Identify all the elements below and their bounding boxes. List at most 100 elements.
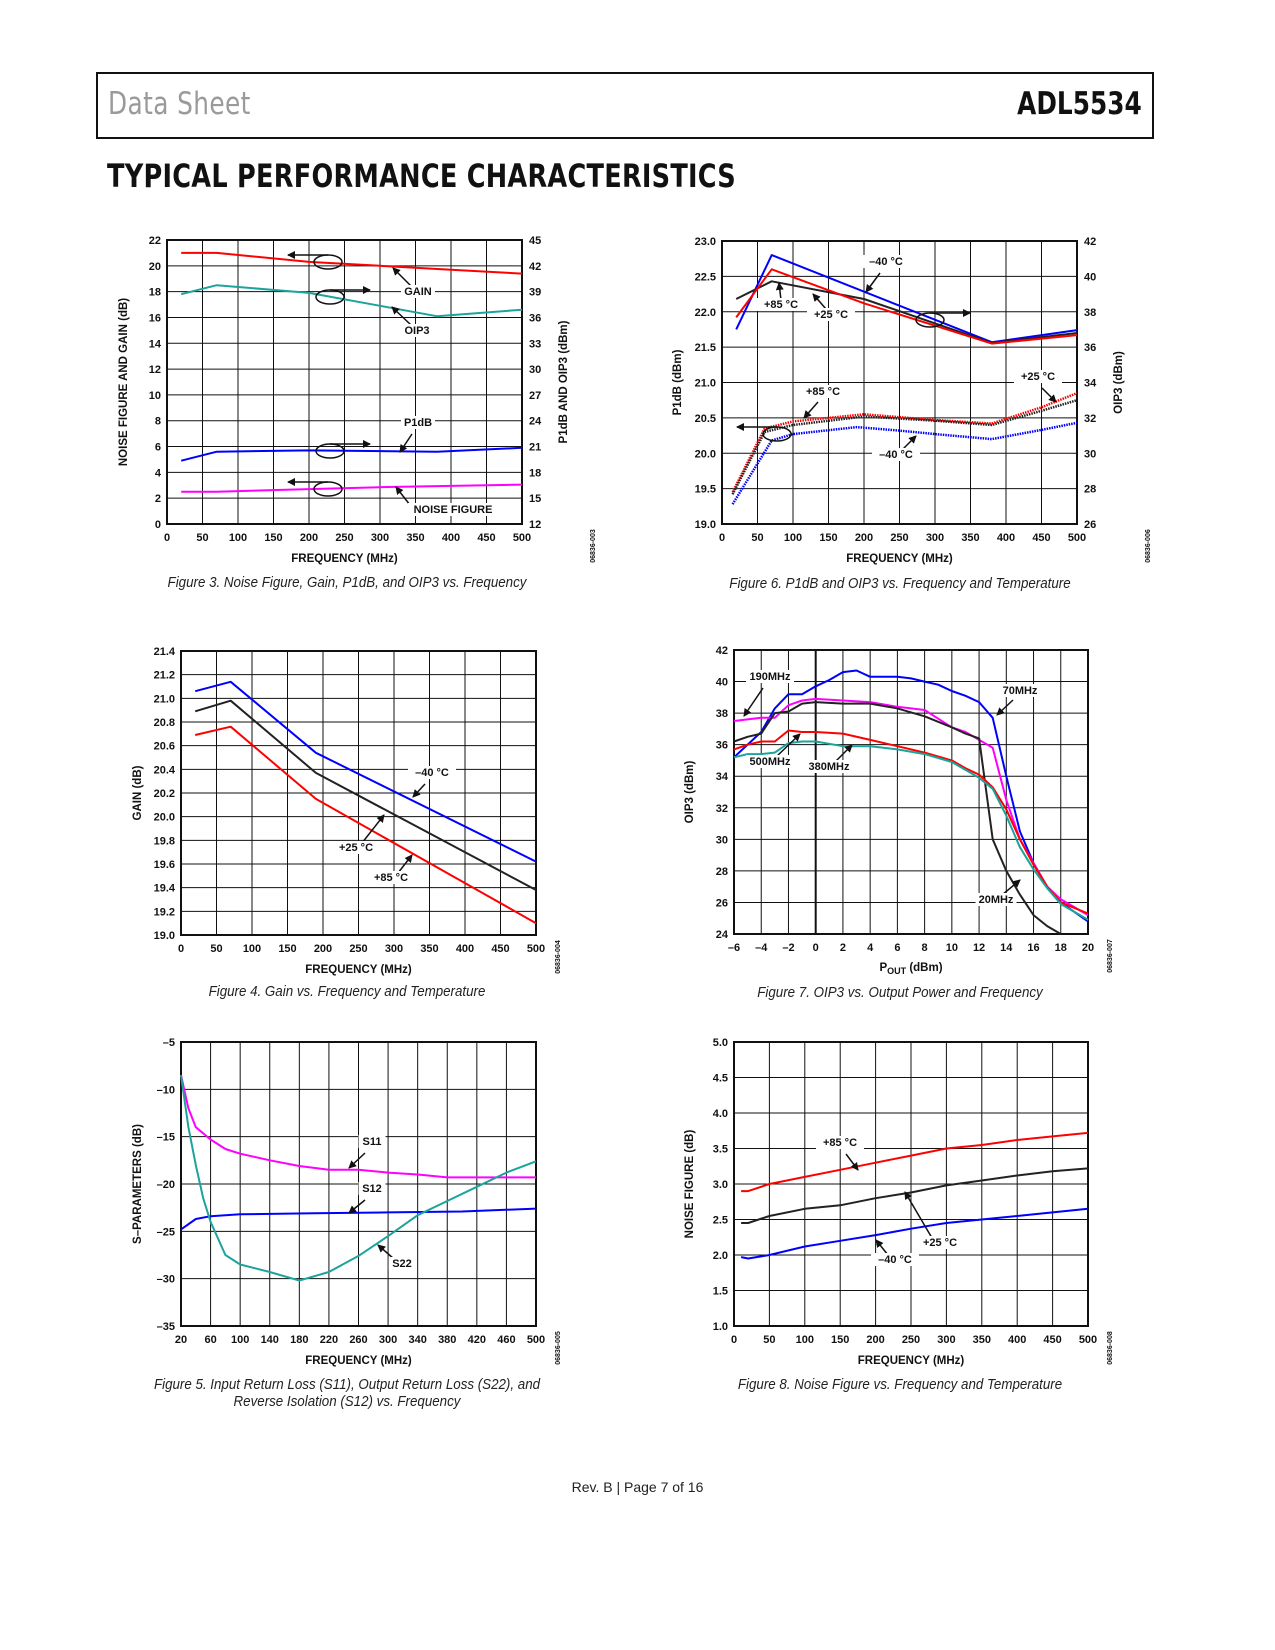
x-tick-label: 300 <box>937 1334 955 1346</box>
annotation-arrow <box>348 1152 366 1169</box>
y-tick-label: 16 <box>149 312 161 324</box>
x-tick-label: 50 <box>763 1334 775 1346</box>
x-tick-label: 200 <box>855 532 873 544</box>
y-tick-label: –10 <box>157 1084 175 1096</box>
x-tick-label: 50 <box>751 532 763 544</box>
y-tick-label: 20.0 <box>154 812 175 824</box>
y-right-tick-label: 36 <box>1084 342 1096 354</box>
series-line-380mhz <box>733 740 1089 921</box>
x-tick-label: 450 <box>1032 532 1050 544</box>
annotation-background <box>332 841 380 854</box>
x-tick-label: 100 <box>229 532 247 544</box>
plot-frame <box>180 1041 537 1327</box>
annotation-background <box>401 285 435 298</box>
y-tick-label: 38 <box>716 708 728 720</box>
y-tick-label: 3.0 <box>713 1179 728 1191</box>
page-footer: Rev. B | Page 7 of 16 <box>571 1479 704 1495</box>
y-right-tick-label: 42 <box>529 261 541 273</box>
y-right-tick-label: 26 <box>1084 519 1096 531</box>
x-tick-label: 0 <box>719 532 725 544</box>
annotation-arrow <box>361 814 385 844</box>
series-line-p1db-25-c <box>731 399 1078 495</box>
annotation-background <box>975 893 1017 906</box>
y-tick-label: 20.4 <box>154 764 176 776</box>
x-tick-label: 450 <box>491 943 509 955</box>
figure-code: 06836-004 <box>555 940 562 974</box>
x-axis-title-unit: (dBm) <box>906 962 943 974</box>
y-tick-label: –30 <box>157 1274 175 1286</box>
annotation-background <box>871 1253 919 1266</box>
x-tick-label: 500 <box>527 943 545 955</box>
annotation-background <box>999 684 1041 697</box>
annotation-label: S11 <box>363 1136 382 1148</box>
annotation-label: –40 °C <box>869 256 903 268</box>
y-right-tick-label: 32 <box>1084 413 1096 425</box>
series-line--85-c <box>741 1131 1089 1193</box>
y-right-tick-label: 34 <box>1084 378 1097 390</box>
y-tick-label: 1.5 <box>713 1286 728 1298</box>
annotation-label: 190MHz <box>750 671 791 683</box>
x-axis-title-subscript: OUT <box>887 966 907 976</box>
annotation-arrow <box>834 744 853 763</box>
series-line--40-c <box>740 1207 1089 1260</box>
figure-code: 06836-007 <box>1107 939 1114 973</box>
x-tick-label: 4 <box>867 942 874 954</box>
x-tick-label: 400 <box>442 532 460 544</box>
x-tick-label: 500 <box>1079 1334 1097 1346</box>
y-tick-label: –20 <box>157 1179 175 1191</box>
y-tick-label: 4.5 <box>713 1073 728 1085</box>
y-tick-label: 4.0 <box>713 1108 728 1120</box>
annotation-arrow <box>812 293 827 310</box>
y-right-tick-label: 28 <box>1084 484 1096 496</box>
annotation-arrow <box>395 486 411 506</box>
y-tick-label: 21.5 <box>695 342 716 354</box>
annotation-arrow <box>397 854 413 874</box>
annotation-background <box>757 298 805 311</box>
annotation-background <box>816 1136 864 1149</box>
annotation-arrow <box>865 272 881 293</box>
annotation-arrow <box>1041 387 1057 403</box>
y-right-tick-label: 15 <box>529 493 541 505</box>
y-axis-title: GAIN (dB) <box>132 765 144 820</box>
annotation-arrow <box>996 699 1014 716</box>
annotation-label: –40 °C <box>879 449 913 461</box>
annotation-background <box>408 503 498 516</box>
x-axis-title: FREQUENCY (MHz) <box>858 1355 965 1367</box>
annotation-background <box>807 308 855 321</box>
plot-frame <box>733 1041 1089 1327</box>
series-line-70mhz <box>733 669 1089 923</box>
y-tick-label: –5 <box>163 1037 175 1049</box>
series-line-p1db <box>180 446 523 462</box>
annotation-label: GAIN <box>404 286 432 298</box>
y-right-tick-label: 27 <box>529 390 541 402</box>
x-tick-label: 6 <box>894 942 900 954</box>
y-tick-label: 23.0 <box>695 236 716 248</box>
annotation-label: P1dB <box>404 417 432 429</box>
y-tick-label: 32 <box>716 803 728 815</box>
y-right-tick-label: 40 <box>1084 271 1096 283</box>
figure-8-chart: 0 50 100 150 200 250 300 350 400 450 500 1.0 1.5 2.0 2… <box>684 1037 1114 1367</box>
plot-frame <box>166 239 523 525</box>
y-axis-title: OIP3 (dBm) <box>684 761 696 824</box>
y-tick-label: 4 <box>155 467 162 479</box>
series-line-500mhz <box>733 729 1089 915</box>
y-tick-label: 20.0 <box>695 448 716 460</box>
annotation-arrow <box>412 783 426 798</box>
y-tick-label: –25 <box>157 1226 175 1238</box>
x-tick-label: 200 <box>300 532 318 544</box>
annotation-label: +85 °C <box>823 1137 857 1149</box>
y-tick-label: 2.5 <box>713 1215 728 1227</box>
y-tick-label: 19.4 <box>154 883 176 895</box>
y-tick-label: 24 <box>716 929 729 941</box>
x-tick-label: 50 <box>196 532 208 544</box>
annotation-arrow <box>803 401 819 419</box>
annotation-arrow <box>377 1244 395 1260</box>
y-right-tick-label: 33 <box>529 338 541 350</box>
plot-frame <box>180 650 537 936</box>
y-tick-label: 18 <box>149 287 161 299</box>
y-tick-label: 26 <box>716 897 728 909</box>
x-tick-label: 0 <box>731 1334 737 1346</box>
x-tick-label: 250 <box>335 532 353 544</box>
x-tick-label: 16 <box>1027 942 1039 954</box>
x-tick-label: 250 <box>890 532 908 544</box>
